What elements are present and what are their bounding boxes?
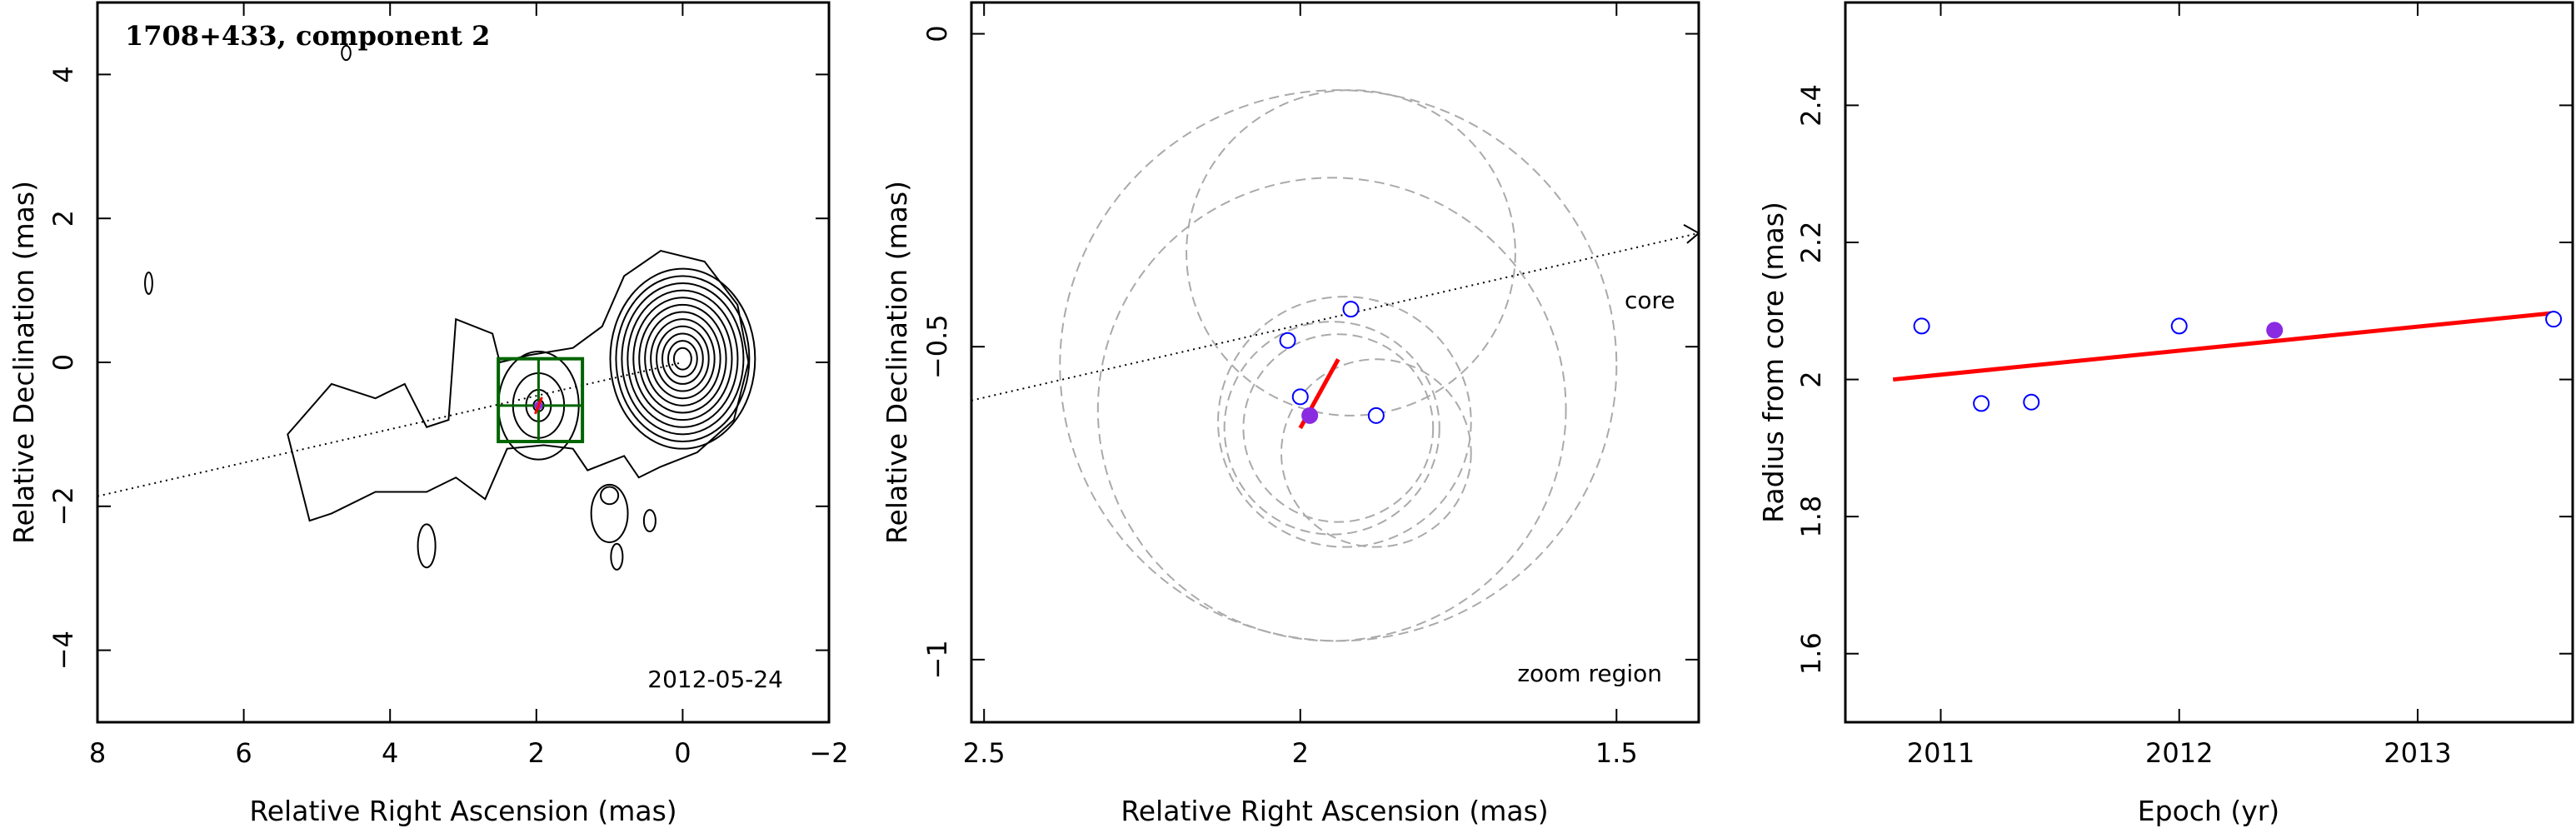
error-circle bbox=[1242, 333, 1435, 523]
current-epoch-point bbox=[2266, 322, 2284, 339]
p1-xtick-label: 6 bbox=[235, 737, 252, 769]
p3-xtick-label: 2012 bbox=[2145, 737, 2213, 769]
p2-ytick-label: 0 bbox=[921, 25, 953, 42]
radius-point bbox=[1913, 317, 1930, 335]
p2-core-label: core bbox=[1625, 287, 1675, 314]
p3-ytick-label: 2.4 bbox=[1795, 84, 1827, 127]
error-circle bbox=[1223, 321, 1440, 536]
p3-ytick-label: 1.6 bbox=[1795, 632, 1827, 675]
core-contour bbox=[661, 332, 704, 385]
p1-title: 1708+433, component 2 bbox=[125, 20, 490, 52]
p1-ytick-label: 4 bbox=[47, 66, 79, 82]
radius-point bbox=[2170, 317, 2188, 335]
error-circle bbox=[1280, 358, 1472, 548]
core-contour bbox=[644, 311, 721, 407]
error-circle bbox=[1217, 296, 1472, 548]
fit-line bbox=[1892, 311, 2554, 382]
p3-xlabel: Epoch (yr) bbox=[2138, 795, 2279, 827]
p3-frame bbox=[1844, 1, 2574, 724]
p2-ytick-label: −0.5 bbox=[921, 314, 953, 379]
p3-ytick-label: 2 bbox=[1795, 371, 1827, 387]
component-trajectory bbox=[534, 397, 543, 415]
jet-axis-line bbox=[97, 362, 683, 497]
p3-xtick-label: 2013 bbox=[2384, 737, 2451, 769]
p1-xtick-label: −2 bbox=[809, 737, 848, 769]
position-point bbox=[1342, 301, 1360, 318]
p1-xtick-label: 0 bbox=[674, 737, 691, 769]
contour-island bbox=[417, 523, 437, 569]
error-circle bbox=[1096, 177, 1567, 642]
position-point bbox=[1291, 388, 1309, 406]
panel-contour-map: 8 6 4 2 0 −2 −4 −2 0 2 4 1708+433, component 2 201… bbox=[7, 1, 849, 827]
p2-ticks: 2.5 2 1.5 0 −0.5 −1 bbox=[921, 2, 1699, 769]
p3-xtick-label: 2011 bbox=[1907, 737, 1974, 769]
radius-point bbox=[1973, 395, 1990, 412]
p2-ylabel: Relative Declination (mas) bbox=[881, 181, 913, 544]
core-contour bbox=[615, 275, 751, 443]
p1-ytick-label: 2 bbox=[47, 210, 79, 227]
core-contour bbox=[650, 318, 716, 400]
radius-point bbox=[2023, 393, 2040, 411]
p1-ticks: 8 6 4 2 0 −2 −4 −2 0 2 4 bbox=[47, 2, 849, 769]
core-contour bbox=[627, 289, 739, 428]
p2-xtick-label: 2.5 bbox=[963, 737, 1006, 769]
core-contour bbox=[656, 325, 710, 392]
core-contour bbox=[672, 347, 692, 371]
p1-marks bbox=[97, 44, 756, 571]
radius-point bbox=[2545, 311, 2563, 328]
p2-xlabel: Relative Right Ascension (mas) bbox=[1121, 795, 1548, 827]
panel-radius-vs-epoch: 2011 2012 2013 1.6 1.8 2 2.2 2.4 Epoch (yr) Rad… bbox=[1757, 1, 2574, 827]
p3-ytick-label: 2.2 bbox=[1795, 222, 1827, 264]
p1-frame bbox=[96, 1, 831, 724]
p1-xtick-label: 4 bbox=[382, 737, 398, 769]
core-contour bbox=[666, 340, 698, 378]
core-contour bbox=[621, 282, 745, 436]
p3-ytick-label: 1.8 bbox=[1795, 496, 1827, 538]
error-circle bbox=[1059, 89, 1618, 642]
p1-date-label: 2012-05-24 bbox=[647, 666, 783, 693]
current-epoch-point bbox=[1301, 407, 1319, 424]
p2-marks bbox=[971, 89, 1699, 642]
p3-ticks: 2011 2012 2013 1.6 1.8 2 2.2 2.4 bbox=[1795, 2, 2573, 769]
p3-marks bbox=[1892, 311, 2563, 412]
p3-ylabel: Radius from core (mas) bbox=[1757, 202, 1790, 523]
p1-ytick-label: 0 bbox=[47, 354, 79, 371]
core-contour bbox=[609, 267, 756, 450]
position-point bbox=[1367, 407, 1385, 424]
p1-xtick-label: 2 bbox=[528, 737, 545, 769]
p1-xtick-label: 8 bbox=[89, 737, 106, 769]
p2-zoom-label: zoom region bbox=[1517, 660, 1662, 687]
panel-zoom-region: 2.5 2 1.5 0 −0.5 −1 core zoom region Relative… bbox=[881, 1, 1700, 827]
p1-ylabel: Relative Declination (mas) bbox=[7, 181, 40, 544]
contour-island bbox=[642, 509, 656, 533]
contour-island bbox=[610, 542, 624, 571]
p2-xtick-label: 2 bbox=[1292, 737, 1309, 769]
p1-ytick-label: −2 bbox=[47, 486, 79, 526]
p2-frame bbox=[970, 1, 1700, 724]
core-contour bbox=[632, 297, 733, 421]
p2-ytick-label: −1 bbox=[921, 640, 953, 679]
p2-xtick-label: 1.5 bbox=[1595, 737, 1638, 769]
contour-island bbox=[144, 272, 153, 295]
position-point bbox=[1279, 332, 1296, 349]
contour-island bbox=[600, 486, 620, 506]
p1-xlabel: Relative Right Ascension (mas) bbox=[249, 795, 676, 827]
contour-island bbox=[590, 483, 629, 544]
jet-axis-line bbox=[971, 232, 1699, 402]
p1-ytick-label: −4 bbox=[47, 631, 79, 670]
core-contour bbox=[638, 303, 727, 414]
zoom-box bbox=[497, 357, 585, 444]
error-circle bbox=[1186, 89, 1516, 416]
core-arrowhead bbox=[1683, 223, 1699, 244]
contour-island bbox=[341, 44, 352, 62]
